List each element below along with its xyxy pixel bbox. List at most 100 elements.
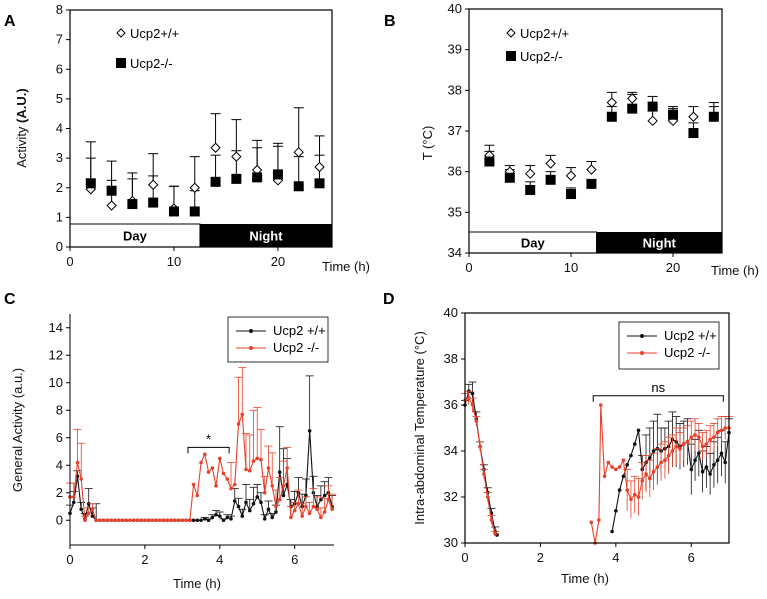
data-point-ko (106, 185, 117, 196)
data-point-ko (470, 403, 475, 407)
data-point-ko (655, 465, 660, 469)
data-point-ko (586, 178, 597, 189)
data-point-ko (648, 476, 652, 481)
ylabel-d: Intra-abdominal Temperature (°C) (412, 331, 427, 525)
data-point-wt (236, 504, 241, 509)
data-point-wt (262, 517, 267, 521)
legend-label-wt: Ucp2+/+ (520, 26, 569, 41)
data-point-ko (668, 109, 679, 120)
data-point-ko (217, 456, 222, 461)
data-point-ko (221, 471, 226, 476)
data-point-ko (663, 458, 667, 463)
legend-marker-wt (640, 334, 644, 338)
data-point-wt (270, 515, 275, 520)
data-point-ko (296, 501, 301, 506)
data-point-ko (85, 178, 96, 189)
data-point-ko (617, 465, 622, 469)
data-point-wt (693, 458, 697, 463)
data-point-ko (229, 486, 233, 491)
data-point-ko (289, 515, 293, 520)
legend-label-wt: Ucp2 +/+ (664, 328, 717, 343)
data-point-ko (274, 504, 278, 509)
panel-label-d: D (383, 291, 395, 308)
data-point-wt (307, 429, 312, 433)
data-point-ko (210, 466, 215, 470)
y-tick-label: 6 (56, 430, 63, 445)
x-tick-label: 10 (564, 260, 578, 275)
day-label: Day (521, 236, 546, 251)
series-line-ko (70, 414, 333, 523)
data-point-ko (86, 511, 91, 516)
data-point-ko (259, 457, 263, 462)
significance-label: ns (651, 380, 665, 395)
data-point-ko (75, 460, 80, 465)
y-tick-label: 2 (56, 180, 63, 195)
data-point-ko (504, 172, 515, 183)
data-point-ko (489, 518, 494, 522)
data-point-ko (255, 456, 260, 461)
panel-label-c: C (4, 291, 16, 308)
data-point-ko (127, 199, 138, 210)
y-tick-label: 8 (56, 402, 63, 417)
data-point-wt (621, 474, 626, 479)
data-point-wt (195, 518, 200, 523)
y-tick-label: 12 (49, 347, 63, 362)
data-point-wt (647, 115, 658, 127)
data-point-ko (169, 518, 173, 523)
data-point-ko (681, 442, 686, 446)
data-point-ko (161, 518, 166, 523)
data-point-ko (270, 484, 275, 488)
data-point-wt (704, 465, 709, 469)
legend-marker-ko (116, 58, 126, 68)
data-point-ko (277, 497, 282, 502)
data-point-ko (589, 520, 594, 525)
data-point-ko (326, 497, 331, 502)
x-tick-label: 20 (666, 260, 680, 275)
data-point-wt (651, 449, 656, 453)
x-tick-label: 0 (66, 254, 73, 269)
data-point-ko (688, 128, 699, 139)
data-point-wt (708, 472, 712, 476)
data-point-wt (293, 146, 304, 158)
data-point-wt (247, 508, 252, 513)
data-point-wt (688, 111, 699, 122)
data-point-ko (712, 435, 716, 440)
x-tick-label: 0 (66, 552, 73, 567)
data-point-ko (566, 189, 577, 200)
data-point-wt (232, 499, 237, 503)
y-tick-label: 4 (56, 121, 63, 136)
x-tick-label: 10 (167, 254, 181, 269)
data-point-ko (148, 197, 159, 208)
data-point-ko (247, 468, 252, 473)
data-point-ko (627, 103, 638, 114)
data-point-ko (188, 518, 192, 523)
data-point-ko (79, 477, 84, 481)
x-tick-label: 6 (291, 552, 298, 567)
data-point-ko (493, 532, 497, 536)
y-tick-label: 0 (56, 512, 63, 527)
data-point-wt (700, 469, 705, 474)
y-tick-label: 1 (56, 209, 63, 224)
legend-label-ko: Ucp2-/- (130, 56, 173, 71)
data-point-ko (485, 495, 490, 499)
data-point-ko (621, 458, 626, 463)
data-point-wt (240, 514, 245, 518)
data-point-ko (236, 422, 241, 426)
data-point-wt (689, 467, 694, 472)
data-point-wt (274, 510, 278, 514)
data-point-ko (244, 467, 248, 472)
data-point-ko (158, 518, 162, 523)
data-point-ko (90, 507, 95, 512)
data-point-wt (106, 200, 117, 211)
data-point-ko (715, 430, 720, 435)
data-point-ko (292, 508, 297, 513)
data-point-ko (644, 472, 648, 476)
data-point-ko (315, 507, 319, 512)
y-tick-label: 40 (448, 1, 462, 16)
data-point-wt (189, 182, 200, 193)
panel-label-a: A (4, 13, 16, 30)
data-point-ko (98, 518, 102, 523)
data-point-wt (627, 93, 638, 104)
data-point-wt (606, 97, 618, 108)
data-point-ko (482, 472, 486, 476)
